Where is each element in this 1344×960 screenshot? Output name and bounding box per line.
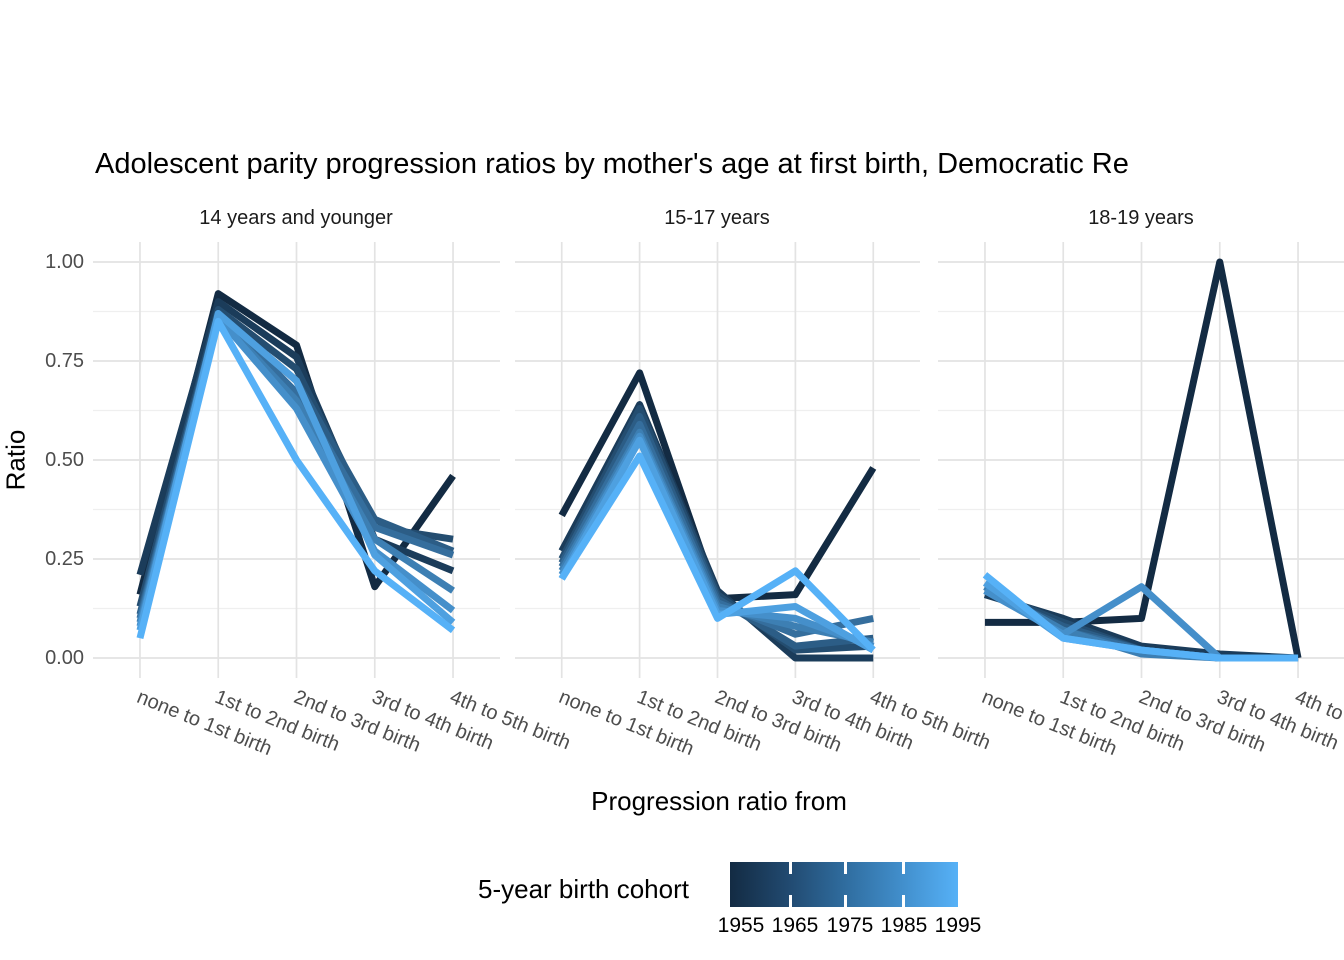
y-tick-label: 0.50 xyxy=(45,449,84,471)
y-tick-label: 0.25 xyxy=(45,548,84,570)
y-tick-label: 0.00 xyxy=(45,647,84,669)
facet-strip-label-2: 15-17 years xyxy=(664,207,770,229)
plot-title: Adolescent parity progression ratios by … xyxy=(95,148,1129,180)
facet-strip-label-1: 14 years and younger xyxy=(199,207,393,229)
facet-strip-label-3: 18-19 years xyxy=(1088,207,1194,229)
series-line-1995 xyxy=(136,317,456,640)
series-line-1960 xyxy=(136,298,455,576)
series-line-1995 xyxy=(982,572,1299,662)
y-tick-label: 0.75 xyxy=(45,350,84,372)
series-line-1995 xyxy=(558,452,876,653)
y-axis-title: Ratio xyxy=(0,429,31,491)
x-axis-title: Progression ratio from xyxy=(591,786,847,816)
y-tick-label: 1.00 xyxy=(45,251,84,273)
